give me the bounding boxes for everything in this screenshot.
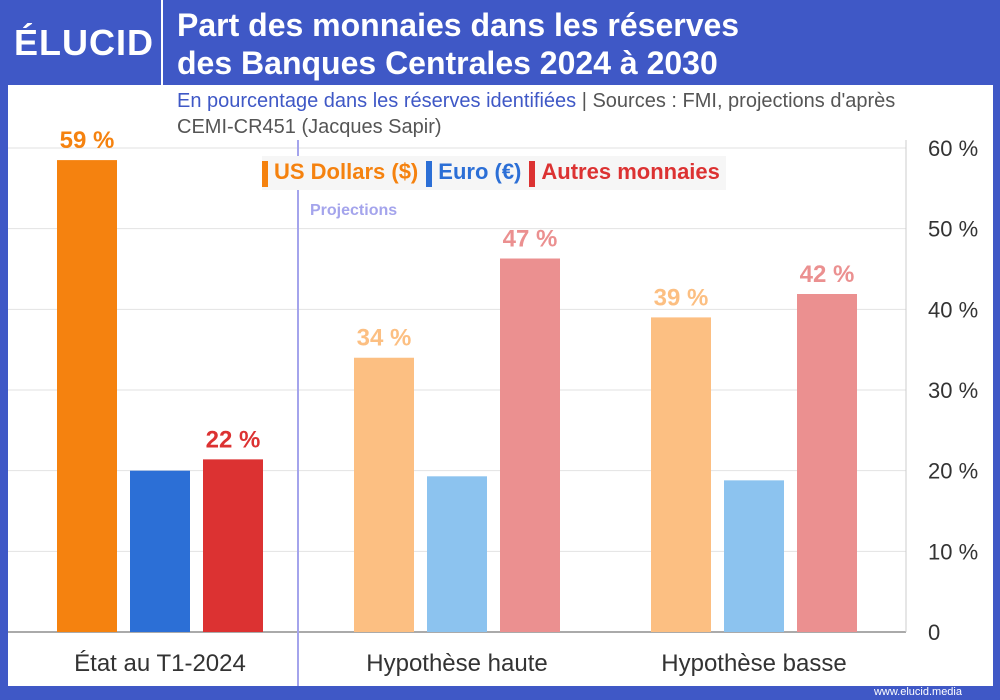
sources-text: Sources : FMI, projections d'après CEMI-… [177, 90, 896, 138]
y-tick-label: 20 % [928, 459, 978, 484]
data-label: 22 % [206, 426, 261, 453]
x-tick-label: Hypothèse haute [366, 650, 547, 677]
y-tick-label: 0 [928, 620, 940, 645]
title-line-1: Part des monnaies dans les réserves [177, 7, 740, 43]
data-label: 59 % [60, 127, 115, 154]
x-tick-label: État au T1-2024 [74, 650, 246, 677]
data-label: 34 % [357, 325, 412, 352]
bar [57, 160, 117, 632]
y-tick-label: 60 % [928, 136, 978, 161]
footer-url: www.elucid.media [873, 686, 962, 698]
bar [797, 294, 857, 632]
data-label: 47 % [503, 226, 558, 253]
y-tick-label: 10 % [928, 539, 978, 564]
header-divider [161, 0, 163, 85]
chart-subtitle: En pourcentage dans les réserves identif… [177, 88, 897, 140]
legend-item-euro: Euro (€) [426, 159, 521, 187]
y-tick-label: 50 % [928, 217, 978, 242]
legend-item-autres: Autres monnaies [529, 159, 720, 187]
bar [651, 317, 711, 632]
y-tick-label: 40 % [928, 297, 978, 322]
data-label: 39 % [654, 284, 709, 311]
subtitle-text: En pourcentage dans les réserves identif… [177, 90, 577, 112]
chart-title: Part des monnaies dans les réserves des … [177, 6, 977, 82]
projections-label: Projections [310, 202, 398, 219]
bar [130, 470, 190, 632]
subtitle-separator: | [581, 90, 587, 112]
x-tick-label: Hypothèse basse [661, 650, 846, 677]
bar [724, 480, 784, 632]
data-label: 42 % [800, 261, 855, 288]
bar [203, 459, 263, 632]
bar [427, 476, 487, 632]
y-tick-label: 30 % [928, 378, 978, 403]
title-line-2: des Banques Centrales 2024 à 2030 [177, 45, 718, 81]
elucid-logo: ÉLUCID [14, 22, 154, 63]
bar [500, 258, 560, 632]
legend: US Dollars ($) Euro (€) Autres monnaies [262, 156, 726, 190]
legend-item-usd: US Dollars ($) [262, 159, 418, 187]
bar [354, 357, 414, 632]
